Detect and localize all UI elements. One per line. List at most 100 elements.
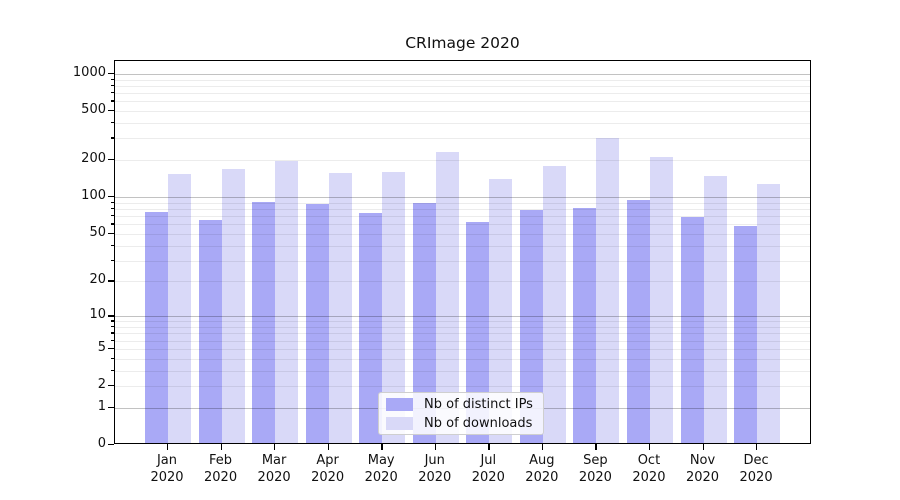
y-gridline-30 bbox=[115, 260, 810, 262]
bar-distinct-ips-aug bbox=[519, 209, 543, 443]
x-tick-label-oct: Oct 2020 bbox=[619, 452, 679, 486]
bar-downloads-mar bbox=[275, 160, 299, 443]
y-gridline-4 bbox=[115, 358, 810, 360]
y-tick-mark-500 bbox=[108, 110, 114, 112]
y-minor-tick-mark-4 bbox=[110, 357, 114, 359]
bar-distinct-ips-dec bbox=[734, 225, 758, 443]
y-gridline-2 bbox=[115, 386, 810, 387]
y-tick-label-2: 2 bbox=[97, 376, 106, 392]
y-tick-mark-0 bbox=[108, 444, 114, 446]
y-minor-tick-mark-3 bbox=[110, 369, 114, 371]
plot-area bbox=[114, 60, 811, 444]
x-tick-label-line: Oct bbox=[637, 453, 661, 468]
bar-distinct-ips-oct bbox=[626, 200, 650, 443]
x-tick-label-line: Mar bbox=[261, 453, 287, 468]
x-tick-label-line: May bbox=[367, 453, 395, 468]
x-tick-label-line: Jun bbox=[424, 453, 445, 468]
x-tick-label-line: 2020 bbox=[257, 470, 291, 485]
x-tick-label-line: Aug bbox=[529, 453, 555, 468]
y-minor-tick-mark-800 bbox=[110, 84, 114, 87]
y-tick-label-20: 20 bbox=[89, 272, 106, 288]
y-tick-label-5: 5 bbox=[97, 339, 106, 355]
x-tick-mark-oct bbox=[648, 444, 651, 450]
chart-title: CRImage 2020 bbox=[405, 34, 520, 52]
y-tick-label-1000: 1000 bbox=[72, 64, 106, 80]
y-tick-label-10: 10 bbox=[89, 307, 106, 323]
bar-distinct-ips-jun bbox=[412, 203, 436, 443]
x-tick-label-may: May 2020 bbox=[351, 452, 411, 486]
bar-downloads-oct bbox=[649, 156, 673, 443]
x-tick-label-line: Nov bbox=[689, 453, 716, 468]
x-tick-label-jul: Jul 2020 bbox=[458, 452, 518, 486]
bar-downloads-jun bbox=[435, 151, 459, 443]
y-tick-label-100: 100 bbox=[81, 188, 106, 204]
y-gridline-10 bbox=[115, 316, 810, 318]
x-tick-mark-may bbox=[381, 444, 383, 450]
y-gridline-20 bbox=[115, 281, 810, 283]
x-tick-mark-nov bbox=[702, 444, 704, 450]
y-gridline-8 bbox=[115, 327, 810, 328]
y-gridline-7 bbox=[115, 333, 810, 335]
y-tick-mark-1 bbox=[108, 406, 114, 409]
y-gridline-5 bbox=[115, 348, 810, 350]
bar-distinct-ips-mar bbox=[252, 202, 276, 443]
x-tick-label-line: Apr bbox=[316, 453, 339, 468]
legend-item-distinct-ips: Nb of distinct IPs bbox=[379, 396, 543, 412]
x-tick-label-line: Jan bbox=[156, 453, 178, 468]
x-tick-label-dec: Dec 2020 bbox=[726, 452, 786, 486]
bar-downloads-jan bbox=[168, 174, 191, 443]
x-tick-label-line: Dec bbox=[743, 453, 769, 468]
y-minor-tick-mark-30 bbox=[110, 259, 114, 261]
x-tick-label-line: Feb bbox=[209, 453, 233, 468]
y-gridline-400 bbox=[115, 123, 810, 124]
x-tick-mark-sep bbox=[595, 444, 597, 450]
y-tick-mark-10 bbox=[108, 315, 114, 317]
x-tick-mark-aug bbox=[541, 444, 544, 450]
y-tick-mark-100 bbox=[108, 196, 114, 198]
y-tick-mark-1000 bbox=[108, 72, 114, 75]
bar-distinct-ips-nov bbox=[680, 217, 704, 443]
y-minor-tick-mark-700 bbox=[110, 92, 114, 94]
bar-distinct-ips-apr bbox=[305, 204, 329, 443]
x-tick-label-feb: Feb 2020 bbox=[191, 452, 251, 486]
x-tick-label-sep: Sep 2020 bbox=[565, 452, 625, 486]
x-tick-label-jun: Jun 2020 bbox=[405, 452, 465, 486]
y-tick-label-0: 0 bbox=[97, 436, 106, 451]
legend-label-downloads: Nb of downloads bbox=[424, 415, 533, 431]
y-gridline-800 bbox=[115, 85, 810, 87]
x-tick-mark-jul bbox=[488, 444, 490, 450]
bar-downloads-feb bbox=[221, 168, 245, 443]
x-tick-label-jan: Jan 2020 bbox=[137, 452, 197, 486]
y-minor-tick-mark-400 bbox=[110, 122, 114, 124]
legend-item-downloads: Nb of downloads bbox=[379, 415, 543, 431]
y-gridline-70 bbox=[115, 216, 810, 217]
x-tick-mark-jun bbox=[434, 444, 437, 450]
y-gridline-700 bbox=[115, 93, 810, 94]
y-gridline-50 bbox=[115, 233, 810, 235]
y-tick-label-500: 500 bbox=[81, 102, 106, 118]
bar-downloads-jul bbox=[489, 178, 513, 443]
y-tick-mark-2 bbox=[108, 385, 114, 387]
bar-downloads-sep bbox=[596, 138, 620, 443]
x-tick-label-line: 2020 bbox=[311, 470, 345, 485]
x-tick-label-line: 2020 bbox=[150, 470, 184, 485]
y-gridline-60 bbox=[115, 224, 810, 226]
x-tick-label-line: 2020 bbox=[364, 470, 398, 485]
y-gridline-900 bbox=[115, 79, 810, 81]
x-tick-mark-mar bbox=[274, 444, 276, 450]
y-gridline-6 bbox=[115, 340, 810, 342]
x-tick-label-apr: Apr 2020 bbox=[298, 452, 358, 486]
x-tick-label-line: 2020 bbox=[471, 470, 505, 485]
x-tick-mark-dec bbox=[756, 444, 758, 450]
bar-distinct-ips-may bbox=[359, 212, 383, 443]
bar-distinct-ips-jul bbox=[466, 222, 490, 443]
x-tick-label-line: 2020 bbox=[204, 470, 238, 485]
x-tick-mark-jan bbox=[167, 444, 169, 450]
y-gridline-300 bbox=[115, 138, 810, 140]
bar-downloads-aug bbox=[542, 165, 566, 443]
y-gridline-1000 bbox=[115, 73, 810, 75]
x-tick-mark-feb bbox=[220, 444, 222, 450]
x-tick-label-line: Sep bbox=[583, 453, 608, 468]
bar-downloads-dec bbox=[757, 184, 781, 443]
